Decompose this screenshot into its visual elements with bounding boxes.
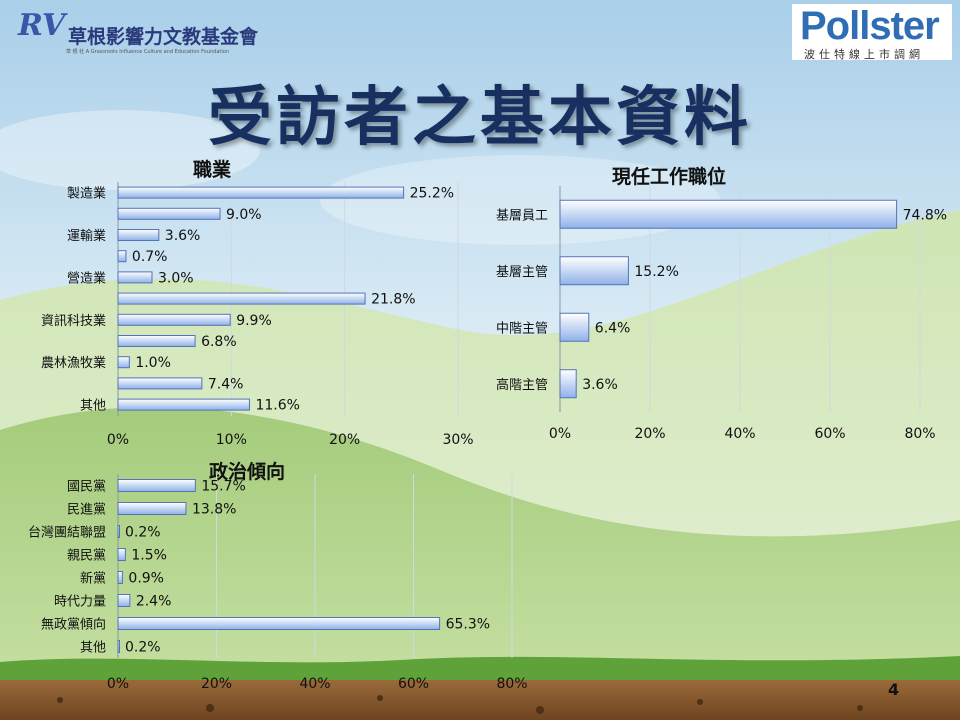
political-bar [117, 525, 120, 538]
occupation-value-label: 7.4% [208, 376, 244, 392]
political-category-label: 其他 [80, 641, 106, 656]
political-tick-label: 0% [107, 676, 129, 692]
job-position-category-label: 中階主管 [496, 321, 548, 336]
occupation-tick-label: 0% [107, 432, 129, 448]
job-position-value-label: 3.6% [582, 377, 618, 393]
political-value-label: 15.7% [201, 479, 245, 495]
job-position-category-label: 基層員工 [496, 208, 548, 223]
political-bar [117, 617, 441, 630]
political-tick-label: 20% [201, 676, 232, 692]
political-bar [117, 594, 131, 607]
political-value-label: 1.5% [131, 548, 167, 564]
occupation-value-label: 3.0% [158, 270, 194, 286]
occupation-tick-label: 10% [216, 432, 247, 448]
political-category-label: 時代力量 [54, 595, 106, 610]
job-position-value-label: 74.8% [903, 207, 947, 223]
job-position-bar [559, 312, 590, 342]
political-value-label: 2.4% [136, 594, 172, 610]
pollster-subtitle: 波仕特線上市調網 [804, 48, 924, 61]
occupation-tick-label: 30% [442, 432, 473, 448]
occupation-bar [117, 292, 366, 305]
job-position-tick-label: 20% [634, 426, 665, 442]
occupation-category-label: 運輸業 [67, 228, 106, 244]
occupation-category-label: 製造業 [67, 186, 106, 202]
political-bar [117, 548, 126, 561]
job-position-category-label: 高階主管 [496, 377, 548, 393]
chart-title-job-position: 現任工作職位 [612, 166, 727, 188]
occupation-bar [117, 229, 160, 241]
political-category-label: 台灣團結聯盟 [28, 526, 106, 541]
job-position-tick-label: 60% [814, 426, 845, 442]
occupation-category-label: 營造業 [67, 270, 106, 286]
job-position-tick-label: 40% [724, 426, 755, 442]
foundation-logo-mark: RV [18, 8, 66, 43]
occupation-bar [117, 313, 231, 326]
occupation-value-label: 9.9% [236, 313, 272, 329]
occupation-bar [117, 250, 127, 263]
job-position-category-label: 基層主管 [496, 265, 548, 280]
political-value-label: 0.9% [128, 571, 164, 587]
political-tick-label: 40% [299, 676, 330, 692]
occupation-category-label: 資訊科技業 [41, 313, 106, 329]
occupation-bar [117, 377, 203, 390]
pollster-logo: Pollster 波仕特線上市調網 [792, 4, 952, 61]
page-title: 受訪者之基本資料 [208, 81, 752, 155]
political-category-label: 無政黨傾向 [41, 617, 106, 633]
job-position-value-label: 15.2% [634, 264, 678, 280]
occupation-value-label: 6.8% [201, 334, 237, 350]
pollster-wordmark: Pollster [800, 4, 940, 48]
occupation-bar [117, 186, 405, 199]
job-position-bar [559, 199, 898, 229]
political-value-label: 0.2% [125, 640, 161, 656]
political-bar [117, 571, 123, 584]
occupation-bar [117, 271, 153, 284]
occupation-value-label: 9.0% [226, 207, 262, 223]
political-bar [117, 502, 187, 515]
occupation-value-label: 3.6% [165, 228, 201, 244]
job-position-bar [559, 256, 629, 286]
political-tick-label: 80% [496, 676, 527, 692]
occupation-bar [117, 398, 250, 411]
chart-title-occupation: 職業 [193, 159, 232, 181]
occupation-bar [117, 356, 130, 369]
job-position-tick-label: 80% [904, 426, 935, 442]
occupation-value-label: 0.7% [132, 249, 168, 265]
political-value-label: 0.2% [125, 525, 161, 541]
job-position-bar [559, 369, 577, 399]
occupation-value-label: 21.8% [371, 292, 415, 308]
occupation-bar [117, 335, 196, 347]
occupation-value-label: 1.0% [135, 355, 171, 371]
political-bar [117, 640, 120, 653]
page-number: 4 [888, 680, 900, 699]
occupation-category-label: 農林漁牧業 [41, 355, 106, 371]
foundation-english-name: 草 根 社 A Grassroots Influence Culture and… [66, 49, 230, 55]
foundation-name: 草根影響力文教基金會 [68, 26, 259, 48]
political-category-label: 國民黨 [67, 480, 106, 495]
political-bar [117, 479, 196, 492]
political-value-label: 65.3% [446, 617, 490, 633]
occupation-bar [117, 207, 221, 220]
job-position-tick-label: 0% [549, 426, 571, 442]
political-tick-label: 60% [398, 676, 429, 692]
occupation-value-label: 11.6% [255, 398, 299, 414]
political-category-label: 新黨 [80, 571, 106, 587]
chart-title-political-leaning: 政治傾向 [209, 461, 286, 483]
job-position-value-label: 6.4% [595, 320, 631, 336]
occupation-category-label: 其他 [80, 399, 106, 414]
political-category-label: 民進黨 [67, 503, 106, 518]
occupation-tick-label: 20% [329, 432, 360, 448]
political-value-label: 13.8% [192, 502, 236, 518]
political-category-label: 親民黨 [67, 549, 106, 564]
occupation-value-label: 25.2% [410, 186, 454, 202]
